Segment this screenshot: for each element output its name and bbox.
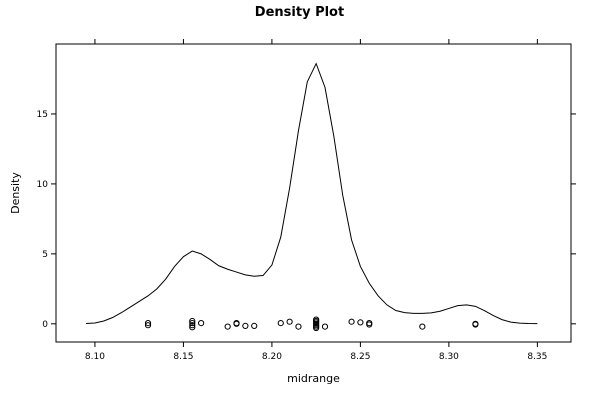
data-point [277, 320, 284, 327]
data-point [348, 318, 355, 325]
density-curve [86, 62, 538, 325]
y-tick-label: 15 [37, 110, 48, 120]
x-tick-label: 8.35 [527, 352, 547, 362]
data-point [251, 322, 258, 330]
data-point [189, 322, 196, 329]
y-tick-label: 0 [42, 320, 48, 330]
plot-frame [55, 43, 572, 343]
data-point [313, 324, 320, 332]
data-point [286, 318, 293, 325]
data-point [366, 321, 373, 328]
chart-title: Density Plot [255, 5, 344, 20]
y-tick-label: 5 [42, 250, 48, 260]
data-point [189, 317, 196, 325]
data-point [144, 320, 152, 327]
axis-ticks [51, 39, 576, 347]
data-point [295, 323, 302, 330]
x-tick-label: 8.30 [439, 352, 459, 362]
data-point [189, 324, 196, 331]
data-point [198, 320, 205, 327]
x-tick-label: 8.25 [350, 352, 370, 362]
data-point [242, 322, 249, 330]
y-axis-label: Density [9, 172, 22, 214]
x-axis-label: midrange [287, 372, 340, 385]
data-point [224, 323, 231, 330]
y-tick-label: 10 [37, 180, 49, 190]
data-point [233, 320, 240, 327]
x-tick-label: 8.10 [85, 352, 105, 362]
data-point [144, 322, 152, 329]
axis-tick-labels: 8.10 8.15 8.20 8.25 8.30 8.35 0 5 10 15 [37, 110, 548, 362]
data-points [144, 316, 479, 332]
x-tick-label: 8.20 [262, 352, 282, 362]
data-point [321, 323, 329, 330]
data-point [357, 319, 364, 326]
data-point [189, 320, 196, 327]
x-tick-label: 8.15 [173, 352, 193, 362]
data-point [472, 321, 479, 328]
data-point [419, 323, 426, 330]
